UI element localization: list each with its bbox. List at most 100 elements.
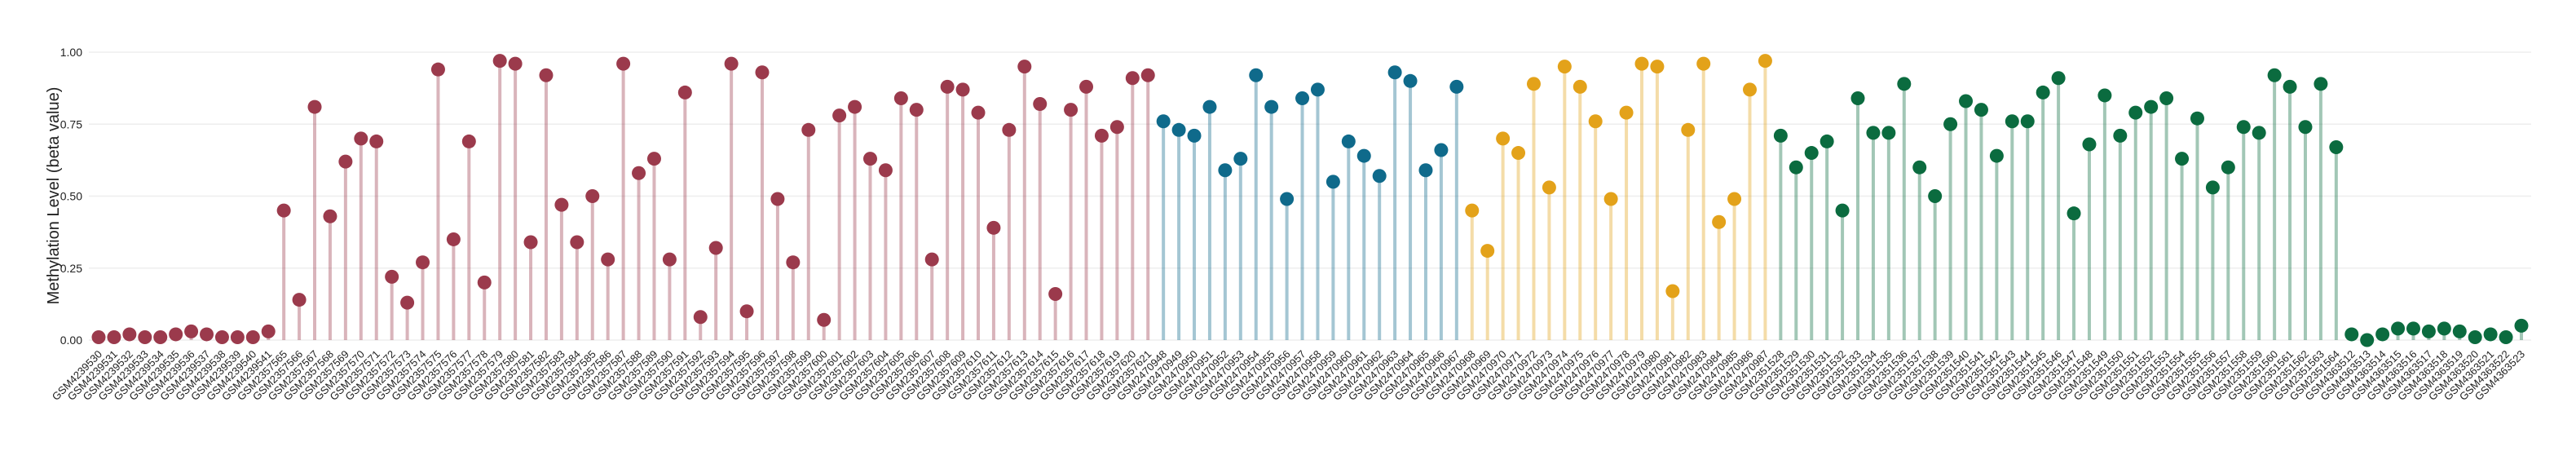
dot — [1881, 126, 1896, 140]
dot — [230, 329, 245, 344]
dot — [385, 269, 399, 284]
dot — [1418, 163, 1433, 178]
dot — [1773, 128, 1788, 143]
dot — [786, 255, 801, 270]
dot — [2036, 85, 2050, 99]
dot — [1280, 192, 1295, 206]
dot — [862, 152, 877, 166]
dot — [1727, 192, 1742, 206]
dot — [2205, 180, 2220, 195]
dot — [878, 163, 893, 178]
dot — [848, 99, 862, 114]
dot — [153, 329, 168, 344]
y-tick-label: 0.50 — [60, 190, 82, 203]
dot — [755, 65, 770, 80]
dot — [1789, 160, 1803, 175]
dot — [940, 79, 955, 94]
dot — [1758, 54, 1772, 69]
dot — [1002, 122, 1017, 137]
dot — [2437, 321, 2451, 336]
dot — [2267, 68, 2282, 82]
dot — [1156, 114, 1171, 129]
dot — [924, 252, 939, 267]
dot — [601, 252, 615, 267]
dot — [1743, 82, 1758, 97]
dot — [1079, 79, 1094, 94]
dot — [1974, 103, 1988, 117]
dot — [1387, 65, 1402, 80]
y-tick-label: 0.00 — [60, 334, 82, 347]
dot — [2236, 120, 2251, 135]
dot — [955, 82, 970, 97]
dot — [2175, 152, 2190, 166]
dot — [1665, 284, 1680, 298]
dot — [2452, 324, 2467, 338]
dot — [1480, 244, 1495, 259]
dot — [323, 209, 337, 223]
dot — [662, 252, 677, 267]
dot — [1928, 189, 1943, 203]
dot — [416, 255, 430, 270]
dot — [430, 62, 445, 77]
dot — [1573, 79, 1587, 94]
dot — [1850, 91, 1865, 105]
dot — [2252, 126, 2266, 140]
dot — [1681, 122, 1696, 137]
dot — [2283, 79, 2297, 94]
dot — [2190, 111, 2204, 126]
dot — [1356, 148, 1371, 163]
dot — [1989, 148, 2004, 163]
dot — [2329, 139, 2344, 154]
dot — [2005, 114, 2019, 129]
dot — [2221, 160, 2235, 175]
y-axis-label: Methylation Level (beta value) — [45, 87, 63, 305]
dot — [1017, 60, 1032, 74]
dot — [1233, 152, 1248, 166]
dot — [1959, 94, 1974, 108]
dot — [1820, 134, 1834, 148]
dot — [1603, 192, 1618, 206]
dot — [909, 103, 924, 117]
dot — [1619, 105, 1634, 120]
dot — [1109, 120, 1124, 135]
dot — [1064, 103, 1078, 117]
dot — [1542, 180, 1556, 195]
dot — [1048, 287, 1063, 302]
dot — [1341, 134, 1356, 148]
dot — [1187, 128, 1202, 143]
dot — [1249, 68, 1264, 82]
dot — [138, 329, 152, 344]
dot — [1897, 77, 1912, 91]
dot — [2159, 91, 2174, 105]
dot — [122, 327, 137, 342]
dot — [1634, 56, 1649, 71]
dot — [1943, 117, 1958, 131]
dot — [832, 108, 847, 123]
dot — [276, 203, 291, 218]
dot — [1202, 99, 1217, 114]
dot — [1140, 68, 1155, 82]
dot — [1434, 143, 1449, 157]
dot — [2314, 77, 2328, 91]
dot — [261, 324, 276, 338]
dot — [477, 275, 492, 290]
dot — [2421, 324, 2436, 338]
dot — [817, 312, 831, 327]
dot — [1125, 71, 1140, 86]
dot — [1835, 203, 1850, 218]
dot — [1033, 97, 1048, 112]
dot — [1310, 82, 1325, 97]
dot — [1264, 99, 1279, 114]
dot — [2097, 88, 2112, 103]
dot — [2375, 327, 2390, 342]
dot — [585, 189, 600, 203]
dot — [1526, 77, 1541, 91]
dot — [169, 327, 183, 342]
dot — [1804, 146, 1819, 161]
y-tick-label: 1.00 — [60, 46, 82, 59]
dot — [354, 131, 368, 146]
dot — [1218, 163, 1233, 178]
dot — [539, 68, 554, 82]
dot — [2360, 333, 2375, 347]
